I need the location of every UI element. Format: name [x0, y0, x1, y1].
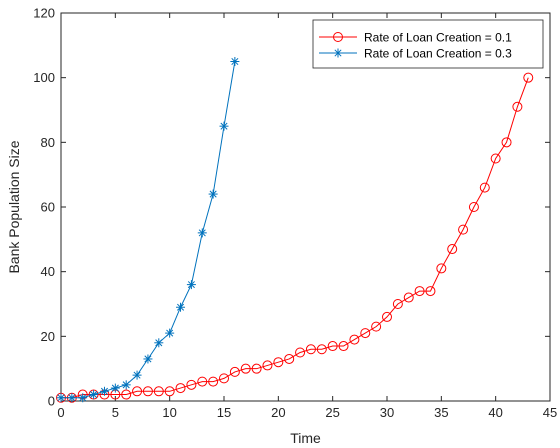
- data-point: [186, 379, 197, 390]
- data-point: [143, 354, 153, 364]
- data-point: [99, 386, 109, 396]
- plot-frame: [60, 12, 551, 402]
- y-tick-label: 40: [41, 264, 55, 279]
- data-point: [512, 101, 523, 112]
- data-point: [153, 386, 164, 397]
- plot-area: [60, 12, 551, 402]
- data-point: [110, 383, 120, 393]
- data-point: [436, 263, 447, 274]
- x-tick-label: 45: [543, 405, 557, 420]
- y-axis-ticks: 0 20 40 60 80 100 120: [33, 6, 550, 409]
- data-point: [414, 286, 425, 297]
- data-point: [523, 72, 534, 83]
- data-point: [208, 189, 218, 199]
- legend-box: [312, 19, 544, 69]
- data-point: [176, 302, 186, 312]
- x-tick-label: 5: [112, 405, 119, 420]
- y-tick-label: 120: [33, 6, 55, 21]
- data-point: [262, 360, 273, 371]
- data-point: [251, 363, 262, 374]
- legend-marker-series-1: [333, 32, 343, 42]
- y-tick-label: 20: [41, 329, 55, 344]
- series-2: [56, 57, 240, 403]
- data-point: [142, 386, 153, 397]
- data-point: [501, 137, 512, 148]
- data-point: [164, 386, 175, 397]
- data-point: [458, 224, 469, 235]
- data-point: [468, 202, 479, 212]
- data-point: [197, 228, 207, 238]
- data-point: [273, 357, 284, 368]
- data-point: [219, 121, 229, 131]
- legend-star-glyph: [333, 48, 343, 58]
- data-point: [240, 363, 251, 374]
- data-point: [230, 57, 240, 66]
- data-point: [186, 280, 196, 290]
- legend-label-series-1: Rate of Loan Creation = 0.1: [364, 31, 512, 45]
- data-point: [197, 376, 208, 387]
- data-point: [371, 321, 382, 332]
- series-layer: [56, 57, 534, 403]
- data-point: [338, 341, 349, 352]
- data-point: [284, 353, 295, 364]
- legend: Rate of Loan Creation = 0.1 Rate of Loan…: [312, 19, 544, 69]
- data-point: [425, 286, 436, 297]
- x-tick-label: 40: [488, 405, 502, 420]
- x-tick-label: 20: [271, 405, 285, 420]
- y-tick-label: 100: [33, 70, 55, 85]
- data-point: [219, 373, 229, 384]
- data-point: [316, 344, 327, 355]
- x-axis-label: Time: [290, 430, 321, 446]
- data-point: [78, 393, 88, 403]
- data-point: [392, 299, 403, 309]
- data-point: [154, 338, 164, 348]
- x-tick-label: 0: [57, 405, 64, 420]
- data-point: [295, 347, 306, 358]
- data-point: [403, 292, 414, 303]
- x-tick-label: 25: [325, 405, 339, 420]
- data-point: [175, 383, 186, 394]
- x-tick-label: 30: [380, 405, 394, 420]
- data-point: [56, 393, 66, 403]
- data-point: [490, 153, 501, 164]
- data-point: [349, 334, 360, 345]
- data-point: [360, 328, 371, 339]
- data-point: [208, 376, 219, 387]
- legend-label-series-2: Rate of Loan Creation = 0.3: [364, 47, 512, 61]
- data-point: [382, 311, 392, 322]
- data-point: [132, 370, 142, 380]
- y-tick-label: 60: [41, 200, 55, 215]
- data-point: [165, 328, 175, 338]
- y-axis-label: Bank Population Size: [6, 140, 22, 273]
- x-tick-label: 35: [434, 405, 448, 420]
- x-tick-label: 15: [217, 405, 231, 420]
- data-point: [67, 393, 77, 403]
- series-line: [61, 77, 529, 399]
- data-point: [229, 366, 240, 377]
- data-point: [327, 341, 338, 352]
- data-point: [89, 390, 99, 400]
- data-point: [132, 386, 143, 397]
- data-point: [305, 344, 316, 355]
- x-tick-label: 10: [162, 405, 176, 420]
- data-point: [121, 389, 132, 400]
- x-axis-ticks: 0 5 10 15 20 25 30 35 40 45: [57, 13, 557, 420]
- y-tick-label: 0: [48, 394, 55, 409]
- y-tick-label: 80: [41, 135, 55, 150]
- data-point: [447, 244, 458, 255]
- data-point: [479, 182, 490, 193]
- data-point: [121, 380, 131, 390]
- legend-marker-series-2: [333, 48, 343, 58]
